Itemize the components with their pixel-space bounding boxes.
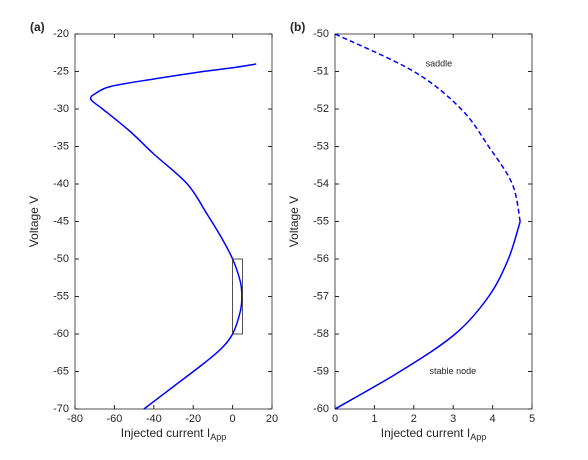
y-tick-label: -25: [53, 65, 69, 77]
x-tick-label: 4: [490, 413, 496, 425]
x-tick-label: -40: [146, 413, 162, 425]
y-tick-label: -52: [313, 103, 329, 115]
y-tick-label: -50: [313, 28, 329, 40]
y-tick-label: -70: [53, 403, 69, 415]
x-axis-label-main: Injected current I: [121, 426, 210, 440]
y-tick-label: -65: [53, 365, 69, 377]
y-tick-label: -40: [53, 178, 69, 190]
y-tick-label: -45: [53, 215, 69, 227]
x-tick-label: -80: [67, 413, 83, 425]
y-tick-label: -51: [313, 65, 329, 77]
x-tick-label: 20: [266, 413, 278, 425]
x-axis-label-main: Injected current I: [381, 426, 470, 440]
annotation: stable node: [430, 366, 477, 376]
y-tick-label: -57: [313, 290, 329, 302]
x-axis-label: Injected current IApp: [381, 426, 486, 442]
panel-label: (b): [290, 20, 305, 34]
y-tick-label: -56: [313, 253, 329, 265]
plot-frame: [74, 33, 273, 410]
curve: [334, 221, 521, 410]
x-tick-label: 0: [230, 413, 236, 425]
y-tick-label: -20: [53, 28, 69, 40]
y-tick-label: -54: [313, 178, 329, 190]
x-tick-label: -20: [185, 413, 201, 425]
x-tick-label: 0: [332, 413, 338, 425]
y-tick-label: -60: [313, 403, 329, 415]
x-tick-label: 2: [411, 413, 417, 425]
curve: [334, 33, 521, 222]
x-axis-label: Injected current IApp: [121, 426, 226, 442]
x-tick-label: 5: [529, 413, 535, 425]
curve: [89, 63, 257, 410]
y-tick-label: -55: [313, 215, 329, 227]
x-axis-label-sub: App: [470, 432, 486, 442]
x-axis-label-sub: App: [210, 432, 226, 442]
y-tick-label: -30: [53, 103, 69, 115]
y-tick-label: -60: [53, 328, 69, 340]
y-tick-label: -58: [313, 328, 329, 340]
x-tick-label: 3: [450, 413, 456, 425]
plot-frame: [334, 33, 533, 410]
y-tick-label: -55: [53, 290, 69, 302]
y-axis-label: Voltage V: [287, 196, 301, 247]
x-tick-label: 1: [371, 413, 377, 425]
y-tick-label: -59: [313, 365, 329, 377]
y-tick-label: -35: [53, 140, 69, 152]
y-axis-label: Voltage V: [27, 196, 41, 247]
annotation: saddle: [426, 58, 453, 68]
zoom-box: [232, 258, 243, 335]
panel-label: (a): [30, 20, 45, 34]
y-tick-label: -53: [313, 140, 329, 152]
x-tick-label: -60: [106, 413, 122, 425]
y-tick-label: -50: [53, 253, 69, 265]
